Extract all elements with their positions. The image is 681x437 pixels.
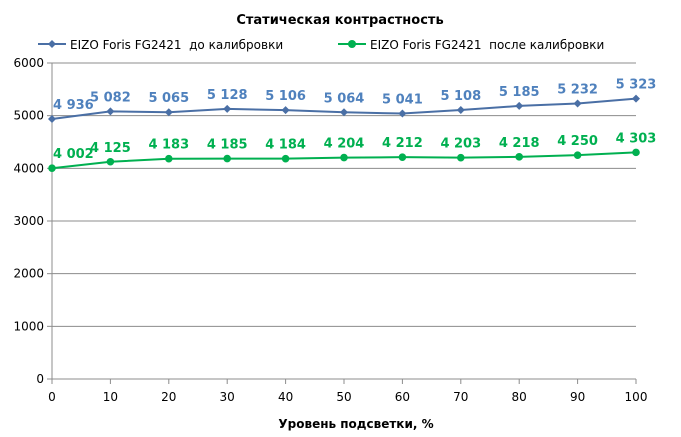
y-tick-label: 3000 — [13, 214, 44, 228]
data-label-after: 4 250 — [557, 134, 598, 149]
data-point-after — [281, 154, 290, 163]
data-point-after — [48, 164, 56, 173]
data-label-after: 4 204 — [324, 137, 365, 152]
data-label-before: 5 082 — [90, 90, 131, 105]
y-tick-label: 5000 — [13, 109, 44, 123]
x-tick-label: 80 — [512, 390, 527, 404]
x-tick-label: 20 — [161, 390, 176, 404]
data-label-before: 5 128 — [207, 88, 248, 103]
legend-item-after: EIZO Foris FG2421 после калибровки — [338, 38, 604, 52]
data-point-before — [398, 109, 407, 118]
data-label-before: 5 185 — [499, 85, 540, 100]
data-point-before — [340, 108, 348, 117]
x-tick-label: 50 — [336, 390, 351, 404]
data-label-before: 5 106 — [265, 89, 306, 104]
data-point-before — [573, 99, 582, 108]
data-label-after: 4 183 — [148, 138, 189, 153]
data-point-after — [165, 154, 173, 163]
data-label-before: 5 108 — [440, 89, 481, 104]
data-label-after: 4 303 — [616, 131, 657, 146]
legend-label-after: EIZO Foris FG2421 после калибровки — [370, 38, 604, 52]
y-axis-ticks: 0 1000 2000 3000 4000 5000 6000 — [13, 56, 52, 386]
data-label-before: 5 041 — [382, 93, 423, 108]
x-tick-label: 60 — [395, 390, 410, 404]
data-label-after: 4 125 — [90, 141, 131, 156]
data-label-before: 4 936 — [53, 98, 94, 113]
data-label-after: 4 184 — [265, 138, 306, 153]
data-point-after — [340, 153, 348, 162]
y-tick-label: 4000 — [13, 161, 44, 175]
data-point-after — [457, 153, 465, 162]
data-label-after: 4 218 — [499, 136, 540, 151]
x-axis-label: Уровень подсветки, % — [278, 417, 433, 431]
chart-title: Статическая контрастность — [236, 13, 443, 28]
data-point-after — [398, 153, 407, 161]
data-point-before — [164, 108, 173, 117]
series-layer — [48, 94, 640, 173]
legend-marker-before — [48, 40, 56, 48]
y-tick-label: 0 — [36, 372, 44, 386]
x-tick-label: 0 — [48, 390, 56, 404]
data-point-after — [632, 148, 640, 157]
y-tick-label: 2000 — [13, 267, 44, 281]
data-point-before — [106, 107, 115, 116]
data-point-before — [48, 115, 56, 124]
y-tick-label: 6000 — [13, 56, 44, 70]
x-tick-label: 100 — [625, 390, 648, 404]
data-label-before: 5 232 — [557, 82, 598, 97]
data-label-before: 5 064 — [324, 91, 365, 106]
data-label-before: 5 065 — [148, 91, 189, 106]
legend-marker-after — [348, 40, 356, 48]
data-label-after: 4 203 — [440, 137, 481, 152]
x-tick-label: 90 — [570, 390, 585, 404]
data-point-before — [281, 106, 290, 115]
legend-label-before: EIZO Foris FG2421 до калибровки — [70, 38, 283, 52]
x-tick-label: 70 — [453, 390, 468, 404]
data-point-after — [515, 153, 523, 161]
y-tick-label: 1000 — [13, 319, 44, 333]
data-point-before — [223, 104, 232, 113]
data-point-before — [456, 105, 465, 114]
data-point-after — [223, 154, 231, 163]
data-point-after — [573, 151, 582, 159]
data-label-after: 4 212 — [382, 136, 423, 151]
legend-item-before: EIZO Foris FG2421 до калибровки — [38, 38, 283, 52]
data-label-after: 4 002 — [53, 147, 94, 162]
x-tick-label: 40 — [278, 390, 293, 404]
x-tick-label: 10 — [103, 390, 118, 404]
data-point-after — [106, 157, 115, 166]
x-axis-ticks: 0 10 20 30 40 50 60 70 80 90 100 — [48, 379, 647, 404]
data-point-before — [515, 101, 524, 110]
x-tick-label: 30 — [220, 390, 235, 404]
legend: EIZO Foris FG2421 до калибровки EIZO For… — [38, 38, 604, 52]
data-label-before: 5 323 — [616, 78, 657, 93]
data-point-before — [632, 94, 640, 103]
data-label-after: 4 185 — [207, 138, 248, 153]
